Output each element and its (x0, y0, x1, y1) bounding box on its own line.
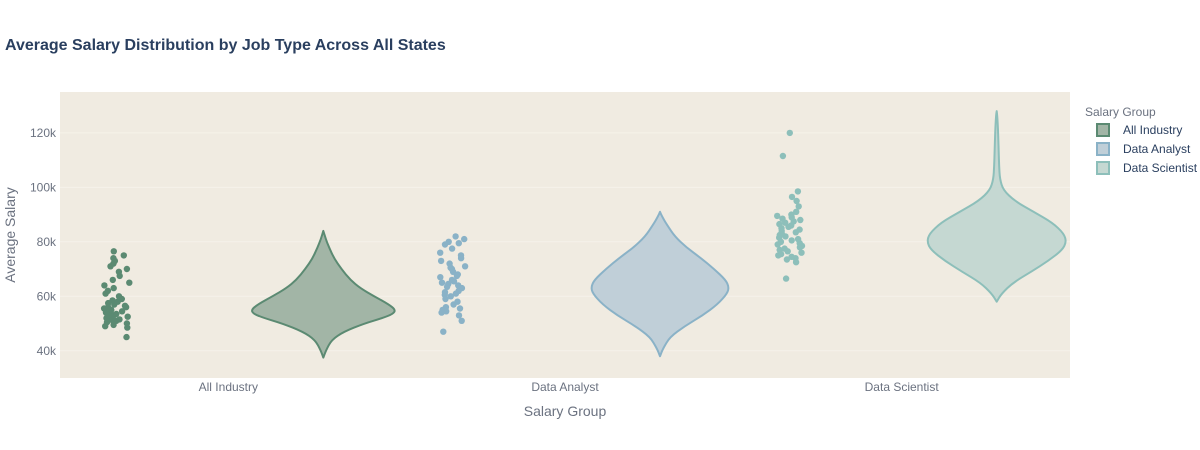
data-point (442, 304, 450, 311)
gridlines (60, 132, 1070, 352)
data-point (779, 152, 787, 160)
y-tick-label: 60k (37, 289, 57, 303)
data-point (437, 257, 445, 265)
data-point (124, 313, 131, 320)
data-point (783, 256, 791, 263)
data-point (794, 235, 802, 243)
data-point (794, 188, 802, 195)
violin-data-analyst (590, 210, 730, 358)
legend: Salary Group All Industry Data Analyst Dat… (1085, 105, 1198, 175)
data-point (123, 265, 131, 273)
data-point (110, 284, 117, 292)
legend-item-label[interactable]: All Industry (1123, 123, 1182, 137)
data-point (437, 274, 444, 281)
data-point (115, 268, 123, 275)
data-point (461, 263, 469, 270)
x-axis-title: Salary Group (524, 403, 607, 419)
y-tick-label: 100k (30, 180, 57, 194)
data-point (776, 220, 783, 228)
data-point (797, 216, 804, 224)
data-point (120, 252, 128, 259)
y-axis-ticks: 40k 60k 80k 100k 120k (30, 126, 57, 358)
x-tick-label: Data Analyst (531, 380, 599, 394)
data-point (774, 212, 781, 220)
data-point (795, 203, 802, 210)
data-point (104, 287, 112, 294)
data-point (437, 249, 444, 256)
data-point (101, 282, 108, 289)
data-point (115, 293, 123, 300)
data-point (440, 328, 447, 335)
data-point (454, 298, 461, 305)
data-point (782, 275, 790, 282)
data-point (123, 320, 131, 327)
violin-all-industry (251, 229, 396, 359)
data-point (452, 233, 459, 240)
data-point (788, 237, 795, 244)
y-tick-label: 120k (30, 126, 57, 140)
data-point (126, 279, 133, 286)
data-point (110, 248, 118, 255)
y-axis-title: Average Salary (2, 187, 18, 282)
data-point (455, 312, 463, 319)
data-point (123, 333, 130, 341)
y-tick-label: 40k (37, 344, 57, 358)
data-point (116, 316, 123, 323)
data-point (461, 235, 468, 243)
x-axis-ticks: All Industry Data Analyst Data Scientist (199, 380, 940, 394)
data-point (781, 245, 788, 252)
data-point (788, 193, 796, 201)
data-point (779, 215, 786, 222)
plot-background (60, 92, 1070, 378)
data-point (786, 129, 793, 137)
data-point (446, 260, 453, 267)
data-point (438, 279, 446, 286)
data-point (454, 271, 461, 278)
legend-swatch[interactable] (1096, 142, 1110, 156)
violins (251, 110, 1067, 359)
data-point (448, 245, 456, 252)
data-point (113, 310, 120, 318)
data-point (455, 240, 462, 247)
data-point (793, 197, 800, 205)
data-point (457, 252, 465, 259)
x-tick-label: Data Scientist (865, 380, 940, 394)
data-point (109, 276, 117, 284)
data-point (458, 317, 465, 324)
chart-title: Average Salary Distribution by Job Type … (5, 37, 446, 54)
legend-item-label[interactable]: Data Scientist (1123, 161, 1198, 175)
legend-item-label[interactable]: Data Analyst (1123, 142, 1191, 156)
x-tick-label: All Industry (199, 380, 258, 394)
data-point (455, 282, 462, 289)
data-point (798, 249, 805, 256)
data-point (796, 226, 803, 233)
data-point (456, 305, 464, 312)
data-point (788, 253, 795, 260)
data-point (776, 246, 783, 254)
legend-swatch[interactable] (1096, 123, 1110, 137)
points (100, 129, 806, 341)
data-point (121, 302, 129, 309)
data-point (793, 208, 800, 215)
data-point (448, 276, 456, 284)
data-point (109, 297, 116, 304)
data-point (445, 238, 452, 245)
data-point (110, 255, 117, 262)
legend-title: Salary Group (1085, 105, 1156, 119)
data-point (445, 280, 452, 288)
data-point (788, 211, 795, 218)
violin-data-scientist (926, 110, 1067, 303)
data-point (441, 289, 449, 296)
y-tick-label: 80k (37, 235, 57, 249)
data-point (447, 293, 454, 300)
legend-swatch[interactable] (1096, 161, 1110, 175)
data-point (118, 308, 126, 315)
